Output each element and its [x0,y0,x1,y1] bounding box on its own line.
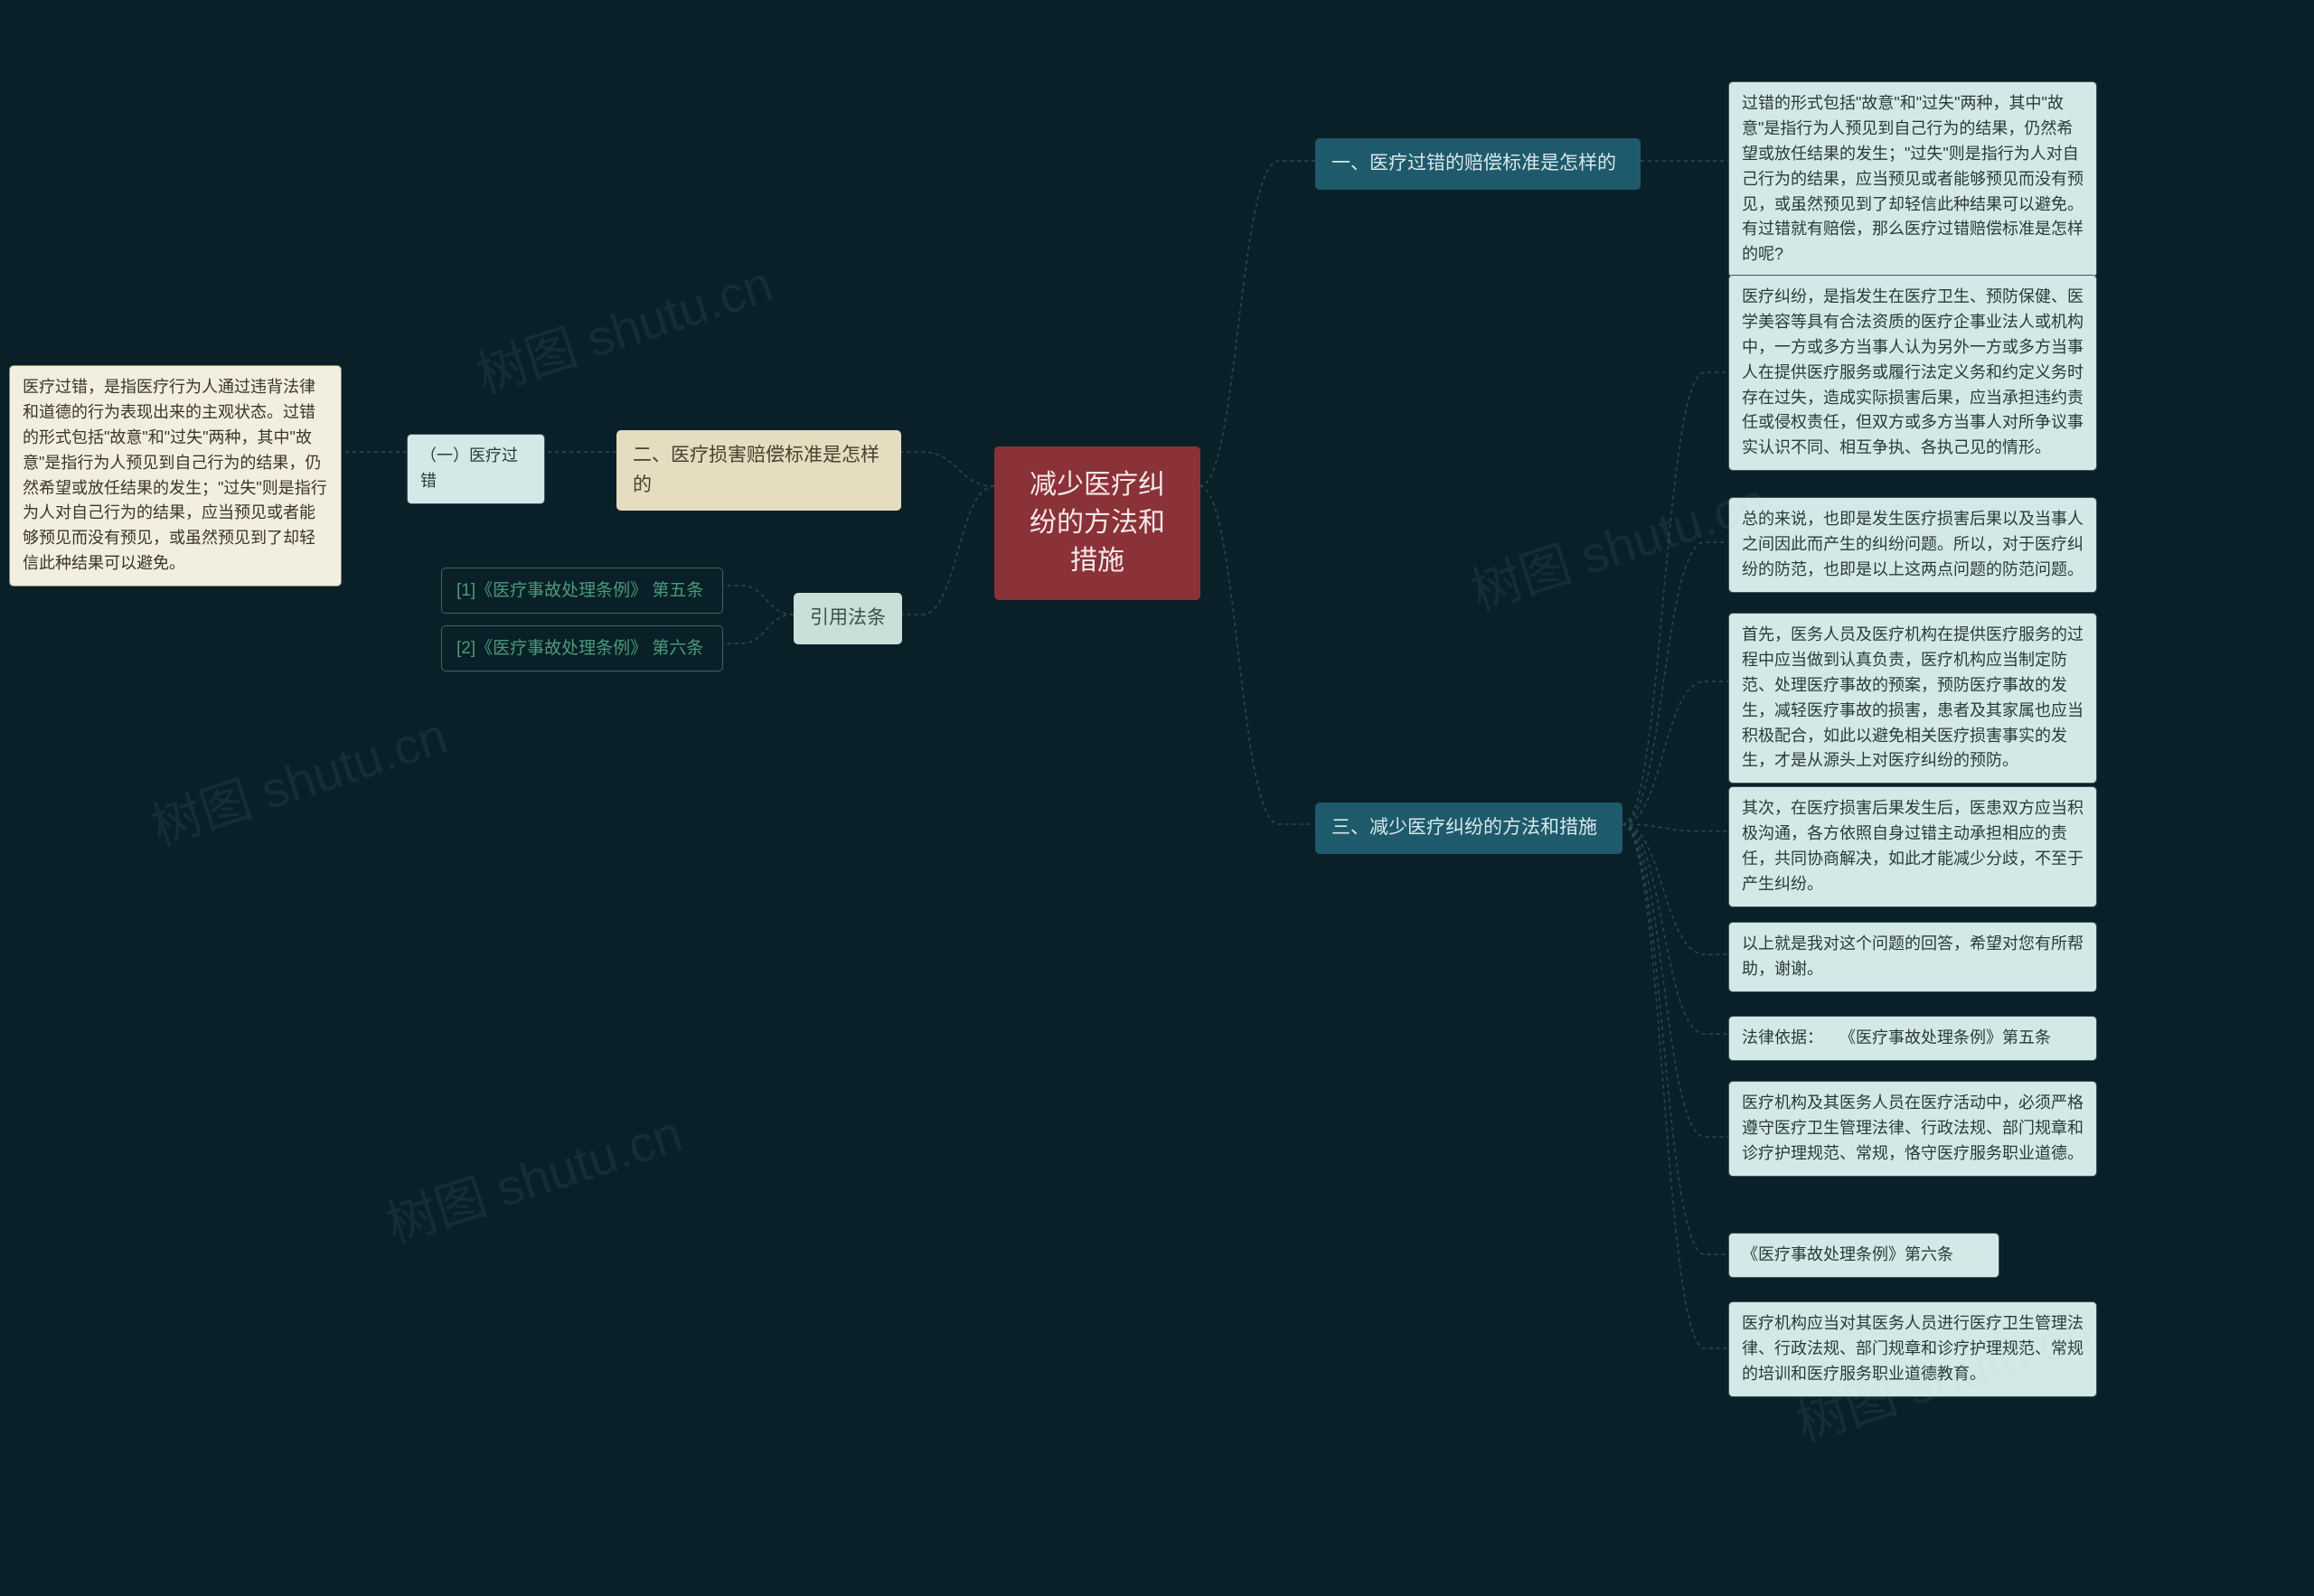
branch-section-2[interactable]: 二、医疗损害赔偿标准是怎样的 [616,430,901,511]
citations-branch[interactable]: 引用法条 [794,593,902,644]
branch-1-label: 一、医疗过错的赔偿标准是怎样的 [1331,149,1616,179]
branch-3-leaf-0[interactable]: 医疗纠纷，是指发生在医疗卫生、预防保健、医学美容等具有合法资质的医疗企事业法人或… [1728,275,2097,471]
leaf-text: 其次，在医疗损害后果发生后，医患双方应当积极沟通，各方依照自身过错主动承担相应的… [1742,796,2084,897]
branch-3-leaf-3[interactable]: 其次，在医疗损害后果发生后，医患双方应当积极沟通，各方依照自身过错主动承担相应的… [1728,786,2097,907]
branch-3-leaf-8[interactable]: 医疗机构应当对其医务人员进行医疗卫生管理法律、行政法规、部门规章和诊疗护理规范、… [1728,1301,2097,1397]
leaf-suffix: 《医疗事故处理条例》第五条 [1839,1026,2051,1051]
leaf-text: 医疗过错，是指医疗行为人通过违背法律和道德的行为表现出来的主观状态。过错的形式包… [23,375,328,577]
branch-3-leaf-1[interactable]: 总的来说，也即是发生医疗损害后果以及当事人之间因此而产生的纠纷问题。所以，对于医… [1728,497,2097,593]
branch-2-sub-leaf[interactable]: 医疗过错，是指医疗行为人通过违背法律和道德的行为表现出来的主观状态。过错的形式包… [9,365,342,587]
leaf-text: 医疗机构应当对其医务人员进行医疗卫生管理法律、行政法规、部门规章和诊疗护理规范、… [1742,1311,2084,1387]
branch-section-1[interactable]: 一、医疗过错的赔偿标准是怎样的 [1315,138,1641,190]
leaf-text: 医疗纠纷，是指发生在医疗卫生、预防保健、医学美容等具有合法资质的医疗企事业法人或… [1742,285,2084,461]
citation-text: [1]《医疗事故处理条例》 第五条 [456,577,703,604]
branch-1-leaf-0[interactable]: 过错的形式包括"故意"和"过失"两种，其中"故意"是指行为人预见到自己行为的结果… [1728,81,2097,277]
branch-3-leaf-7[interactable]: 《医疗事故处理条例》第六条 [1728,1233,1999,1278]
branch-section-3[interactable]: 三、减少医疗纠纷的方法和措施 [1315,803,1623,854]
center-topic[interactable]: 减少医疗纠纷的方法和措施 [994,446,1200,600]
watermark: 树图 shutu.cn [141,696,456,860]
sub-label: （一）医疗过错 [420,444,531,494]
branch-3-leaf-2[interactable]: 首先，医务人员及医疗机构在提供医疗服务的过程中应当做到认真负责，医疗机构应当制定… [1728,613,2097,784]
leaf-text: 以上就是我对这个问题的回答，希望对您有所帮助，谢谢。 [1742,932,2084,982]
citation-item-1[interactable]: [2]《医疗事故处理条例》 第六条 [441,625,723,671]
leaf-text: 医疗机构及其医务人员在医疗活动中，必须严格遵守医疗卫生管理法律、行政法规、部门规… [1742,1091,2084,1167]
center-title: 减少医疗纠纷的方法和措施 [1020,466,1175,580]
branch-2-label: 二、医疗损害赔偿标准是怎样的 [633,441,885,500]
branch-3-label: 三、减少医疗纠纷的方法和措施 [1331,813,1597,843]
branch-3-leaf-5[interactable]: 法律依据： 《医疗事故处理条例》第五条 [1728,1016,2097,1061]
leaf-prefix: 法律依据： [1742,1026,1823,1051]
citation-item-0[interactable]: [1]《医疗事故处理条例》 第五条 [441,568,723,614]
watermark: 树图 shutu.cn [376,1094,691,1258]
leaf-text: 过错的形式包括"故意"和"过失"两种，其中"故意"是指行为人预见到自己行为的结果… [1742,91,2084,268]
watermark: 树图 shutu.cn [466,244,781,408]
citation-text: [2]《医疗事故处理条例》 第六条 [456,635,703,662]
branch-3-leaf-4[interactable]: 以上就是我对这个问题的回答，希望对您有所帮助，谢谢。 [1728,922,2097,992]
citations-label: 引用法条 [810,604,886,634]
branch-2-sub[interactable]: （一）医疗过错 [407,434,545,504]
branch-3-leaf-6[interactable]: 医疗机构及其医务人员在医疗活动中，必须严格遵守医疗卫生管理法律、行政法规、部门规… [1728,1081,2097,1177]
leaf-text: 总的来说，也即是发生医疗损害后果以及当事人之间因此而产生的纠纷问题。所以，对于医… [1742,507,2084,583]
leaf-text: 《医疗事故处理条例》第六条 [1742,1243,1953,1268]
leaf-text: 首先，医务人员及医疗机构在提供医疗服务的过程中应当做到认真负责，医疗机构应当制定… [1742,623,2084,774]
